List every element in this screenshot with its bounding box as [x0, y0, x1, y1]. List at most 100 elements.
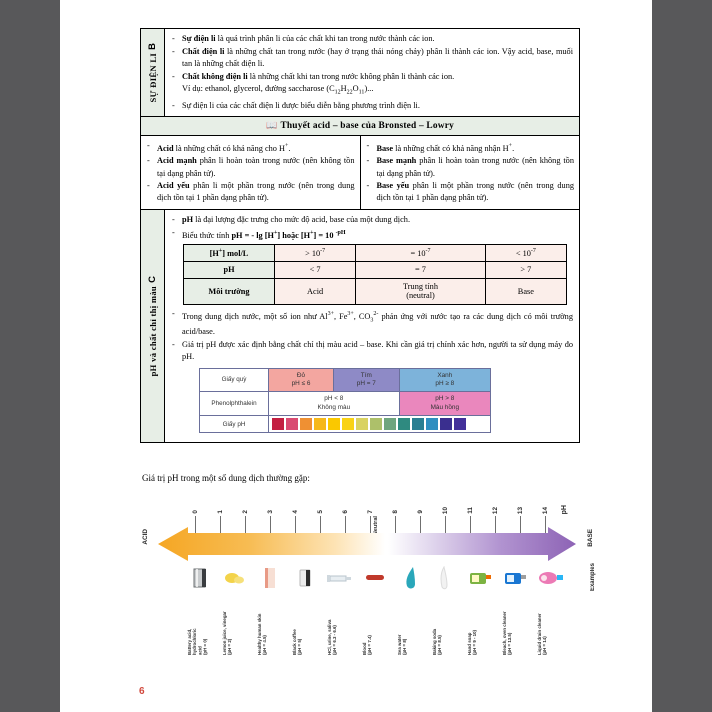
seawater-icon	[397, 563, 423, 593]
example-item-label: Blood (pH = 7.4)	[362, 635, 373, 655]
list-item: Chất điện li là những chất tan trong nướ…	[169, 46, 573, 70]
scale-tick-label: 13	[517, 506, 524, 514]
scale-tick-label: 11	[467, 507, 474, 514]
scale-tick-label: 8	[392, 510, 399, 514]
example-item-label: Black coffee (pH = 5)	[292, 629, 303, 655]
table-row-phenolphthalein: Phenolphthalein pH < 8 Không màu pH > 8 …	[199, 391, 492, 417]
litmus-acid-sub: pH ≤ 6	[291, 379, 311, 387]
section-c-title: pH và chất chỉ thị màu	[147, 286, 158, 377]
example-item: Battery acid, hydrochloric acid (pH = 0)	[187, 563, 213, 655]
table-cell: Trung tính (neutral)	[355, 277, 486, 305]
theory-banner: 📖 Thuyết acid – base của Bronsted – Lowry	[141, 117, 579, 136]
bakingsoda-icon	[432, 563, 458, 593]
scale-tick-label: 10	[442, 506, 449, 514]
ph-paper-swatch	[398, 418, 410, 431]
base-end-label: BASE	[587, 529, 594, 547]
ph-paper-swatch	[300, 418, 312, 431]
table-header-cell: pH	[183, 260, 275, 279]
scale-tick-label: 0	[192, 510, 199, 514]
ph-paper-swatch	[272, 418, 284, 431]
example-item-label: Healthy human skin (pH = 4.5)	[257, 613, 268, 655]
blood-icon	[362, 563, 388, 593]
example-item: Hand soap (pH = 9 - 10)	[467, 563, 493, 655]
scale-tick	[345, 516, 346, 535]
ph-scale-figure: 0 1 2 3 4 5 6 7 8 9 10 11 12 13 14 Neutral pH	[140, 487, 596, 687]
scale-tick	[270, 516, 271, 535]
ph-paper-swatch	[412, 418, 424, 431]
section-c-tab: C pH và chất chỉ thị màu	[141, 210, 165, 443]
book-icon: 📖	[266, 120, 278, 131]
document-page: B SỰ ĐIỆN LI Sự điện li là quá trình phâ…	[60, 0, 652, 712]
ph-paper-swatch	[454, 418, 466, 431]
list-item: Base mạnh phân li hoàn toàn trong nước (…	[364, 155, 575, 179]
example-item-label: Baking soda (pH = 8.5)	[432, 628, 443, 655]
ph-paper-swatch	[342, 418, 354, 431]
list-item: Sự điện li là quá trình phân li của các …	[169, 33, 573, 45]
ph-paper-strip	[269, 416, 490, 432]
example-item: Liquid drain cleaner (pH = 14)	[537, 563, 563, 655]
table-cell: > 10-7	[273, 243, 357, 262]
ph-scale-arrows: ACID BASE	[140, 527, 594, 561]
scale-tick-label: 4	[292, 510, 299, 514]
scale-tick-label: 5	[317, 510, 324, 514]
list-item: Acid là những chất có khả năng cho H+.	[144, 140, 355, 155]
litmus-base-cell: Xanh pH ≥ 8	[398, 367, 492, 393]
ph-paper-swatch	[426, 418, 438, 431]
list-item: pH là đại lượng đặc trưng cho mức độ aci…	[169, 214, 573, 226]
example-item: Bleach, oven cleaner (pH = 13.5)	[502, 563, 528, 655]
table-header-cell: [H+] mol/L	[183, 243, 275, 262]
scale-tick-label: 7	[367, 510, 374, 514]
phenol-base-cell: pH > 8 Màu hồng	[398, 391, 492, 417]
example-item: HCl, urine, saliva (pH = 6.3 - 6.6)	[327, 563, 353, 655]
ph-paper-swatch	[384, 418, 396, 431]
table-row-litmus: Giấy quỳ Đỏ pH ≤ 6 Tím pH = 7	[199, 367, 492, 393]
example-item-label: HCl, urine, saliva (pH = 6.3 - 6.6)	[327, 619, 338, 655]
scale-tick-label: 2	[242, 510, 249, 514]
scale-tick	[320, 516, 321, 535]
section-b-body: Sự điện li là quá trình phân li của các …	[165, 29, 579, 116]
scale-tick	[220, 516, 221, 535]
ph-paper-strip-cell	[268, 415, 491, 434]
scale-tick	[545, 516, 546, 535]
content-block: B SỰ ĐIỆN LI Sự điện li là quá trình phâ…	[140, 28, 580, 444]
skin-icon	[257, 563, 283, 593]
scale-tick-label: 9	[417, 510, 424, 514]
table-cell: > 7	[484, 260, 568, 279]
example-item-label: Lemon juice, vinegar (pH = 2)	[222, 611, 233, 655]
arrow-graphics	[158, 527, 576, 561]
page-number: 6	[139, 686, 145, 697]
scale-tick	[195, 516, 196, 535]
scale-tick	[370, 516, 371, 535]
scale-tick	[295, 516, 296, 535]
scale-tick	[245, 516, 246, 535]
table-cell: = 10-7	[355, 243, 486, 262]
section-b-title: SỰ ĐIỆN LI	[147, 53, 158, 103]
list-item-example: Ví dụ: ethanol, glycerol, đường saccharo…	[182, 84, 374, 96]
draincleaner-icon	[537, 563, 563, 593]
list-item: Sự điện li của các chất điện li được biể…	[169, 100, 573, 112]
table-cell: Acid	[273, 277, 357, 305]
example-item: Healthy human skin (pH = 4.5)	[257, 563, 283, 655]
example-item: Lemon juice, vinegar (pH = 2)	[222, 563, 248, 655]
list-item: Trong dung dịch nước, một số ion như Al3…	[169, 308, 573, 339]
syringe-icon	[327, 563, 353, 593]
list-item: Chất không điện li là những chất khi tan…	[169, 71, 573, 83]
row-label-phenolphthalein: Phenolphthalein	[199, 391, 269, 417]
table-row: [H+] mol/L > 10-7 = 10-7 < 10-7	[183, 243, 568, 262]
phenol-acid-title: pH < 8	[324, 395, 344, 403]
table-row-ph-paper: Giấy pH	[199, 415, 491, 434]
examples-label: Examples	[590, 563, 596, 592]
scale-tick-label: 14	[542, 506, 549, 514]
litmus-acid-title: Đỏ	[296, 371, 306, 379]
list-item: Base là những chất có khả năng nhận H+.	[364, 140, 575, 155]
figure-caption: Giá trị pH trong một số dung dịch thường…	[142, 473, 310, 483]
scale-tick-label: 6	[342, 510, 349, 514]
scale-tick	[445, 516, 446, 535]
litmus-neutral-title: Tím	[360, 371, 372, 379]
section-acid-base: Acid là những chất có khả năng cho H+. A…	[141, 135, 579, 211]
list-item: Base yếu phân li một phần trong nước (nê…	[364, 180, 574, 204]
section-c-body: pH là đại lượng đặc trưng cho mức độ aci…	[165, 210, 579, 442]
ph-scale-examples: Examples Battery acid, hydrochloric acid…	[140, 563, 596, 683]
section-b-letter: B	[147, 42, 158, 50]
acid-end-label: ACID	[142, 529, 149, 545]
